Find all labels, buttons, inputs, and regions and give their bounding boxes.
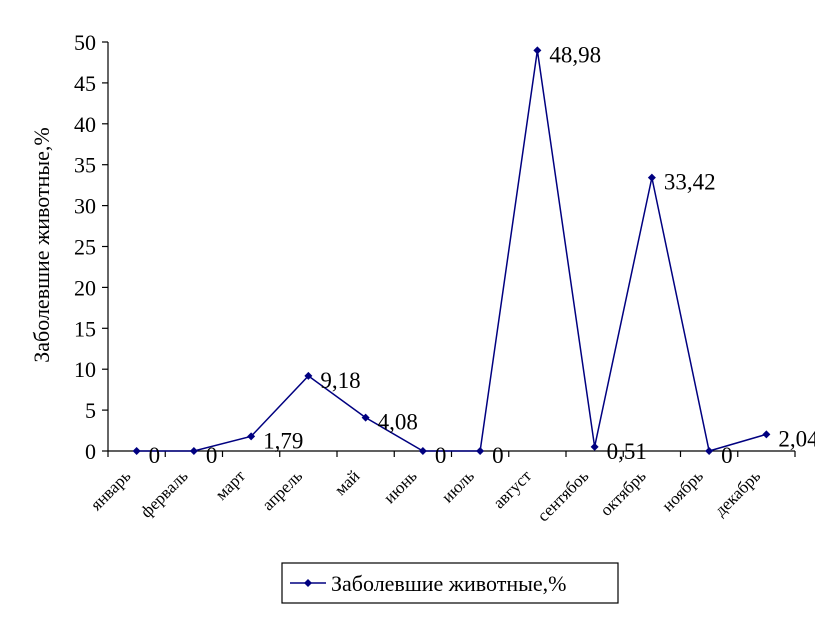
data-label: 0 <box>721 443 733 468</box>
x-category-label: сентябоь <box>534 466 593 525</box>
x-category-label: март <box>212 466 250 504</box>
legend-label: Заболевшие животные,% <box>331 571 566 596</box>
y-tick-label: 20 <box>74 275 96 300</box>
y-tick-label: 25 <box>74 235 96 260</box>
data-label: 0 <box>492 443 504 468</box>
x-category-label: октябрь <box>596 466 650 520</box>
x-category-label: август <box>489 466 535 512</box>
data-point <box>590 442 599 451</box>
y-tick-label: 35 <box>74 153 96 178</box>
x-category-label: ферваль <box>137 466 192 521</box>
y-axis-ticks: 0 5 10 15 20 25 30 35 40 45 50 <box>74 30 108 464</box>
data-label: 33,42 <box>664 170 716 195</box>
data-point <box>189 447 198 455</box>
x-category-label: апрель <box>258 466 306 514</box>
y-tick-label: 30 <box>74 194 96 219</box>
series-group <box>132 46 771 455</box>
series-line <box>136 50 767 452</box>
x-category-label: январь <box>87 466 135 514</box>
y-tick-label: 50 <box>74 30 96 55</box>
y-tick-label: 5 <box>85 398 96 423</box>
y-axis-title: Заболевшие животные,% <box>29 127 54 362</box>
x-category-label: ноябрь <box>658 466 707 515</box>
x-category-label: декабрь <box>711 466 765 520</box>
data-label: 4,08 <box>378 410 418 435</box>
data-point <box>647 173 656 182</box>
y-tick-label: 10 <box>74 357 96 382</box>
data-labels: 0 0 1,79 9,18 4,08 0 0 48,98 0,51 33,42 0 2,04 <box>149 42 815 468</box>
data-point <box>762 430 771 439</box>
data-point <box>476 447 485 455</box>
y-tick-label: 0 <box>85 439 96 464</box>
data-point <box>361 413 370 422</box>
x-category-label: июнь <box>380 466 421 507</box>
legend: Заболевшие животные,% <box>281 562 619 604</box>
data-label: 1,79 <box>263 428 303 453</box>
legend-box <box>281 562 619 604</box>
data-label: 9,18 <box>320 368 360 393</box>
data-label: 2,04 <box>778 426 815 451</box>
x-category-label: июль <box>438 466 478 506</box>
data-label: 0 <box>435 443 447 468</box>
y-tick-label: 45 <box>74 71 96 96</box>
data-point <box>533 46 542 55</box>
data-point <box>418 447 427 455</box>
x-category-label: май <box>331 466 364 499</box>
data-label: 0 <box>149 443 161 468</box>
data-label: 0,51 <box>607 439 647 464</box>
data-point <box>304 371 313 380</box>
data-point <box>705 447 714 455</box>
data-point <box>247 432 256 441</box>
legend-diamond-marker <box>304 579 312 587</box>
y-tick-label: 40 <box>74 112 96 137</box>
data-point <box>132 447 141 455</box>
axes <box>107 42 795 452</box>
data-label: 48,98 <box>549 42 601 67</box>
data-label: 0 <box>206 443 218 468</box>
y-tick-label: 15 <box>74 316 96 341</box>
